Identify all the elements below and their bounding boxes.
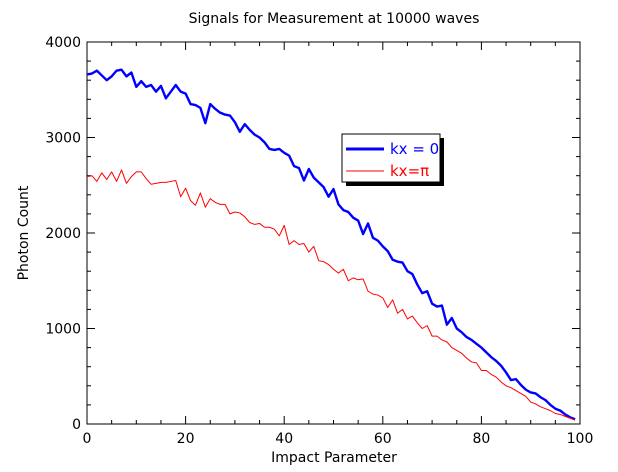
y-tick-label: 0 <box>72 417 81 433</box>
legend-box <box>341 133 441 183</box>
x-axis: 0 20 40 60 80 100 <box>83 42 594 447</box>
series-layer <box>86 68 576 421</box>
series-line-kx-pi <box>86 169 576 421</box>
x-axis-label: Impact Parameter <box>271 450 397 466</box>
y-tick-label: 1000 <box>45 322 81 338</box>
series-line-kx-0 <box>86 68 576 421</box>
legend: kx = 0 kx=π <box>341 133 444 186</box>
x-tick-label: 40 <box>275 431 293 447</box>
x-tick-label: 60 <box>374 431 392 447</box>
x-tick-label: 80 <box>472 431 490 447</box>
legend-label-kx-pi: kx=π <box>390 162 429 180</box>
y-axis: 0 1000 2000 3000 4000 <box>45 35 580 433</box>
chart-title: Signals for Measurement at 10000 waves <box>189 11 480 27</box>
y-tick-label: 4000 <box>45 35 81 51</box>
y-axis-label: Photon Count <box>16 185 32 280</box>
y-tick-label: 3000 <box>45 131 81 147</box>
y-tick-label: 2000 <box>45 226 81 242</box>
x-tick-label: 0 <box>83 431 92 447</box>
x-tick-label: 20 <box>177 431 195 447</box>
legend-label-kx-0: kx = 0 <box>390 140 439 158</box>
x-tick-label: 100 <box>567 431 594 447</box>
